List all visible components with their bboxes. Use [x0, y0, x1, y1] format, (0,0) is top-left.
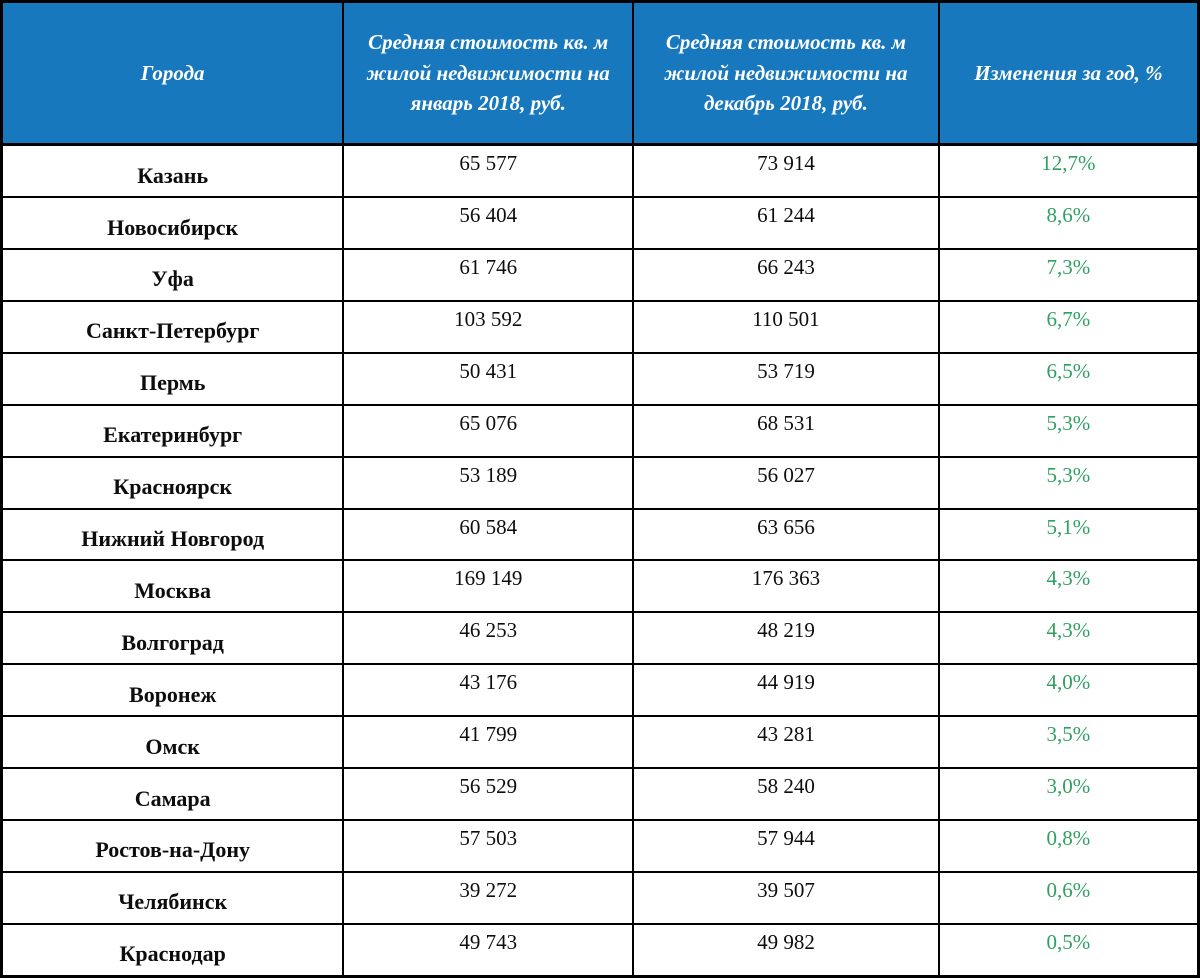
price-december: 39 507: [632, 870, 940, 925]
price-january: 39 272: [342, 870, 635, 925]
table-row: Самара 56 529 58 240 3,0%: [0, 767, 1200, 821]
change-percent: 5,3%: [937, 455, 1200, 510]
city-name: Самара: [0, 767, 345, 821]
change-percent: 3,5%: [937, 715, 1200, 770]
city-name: Казань: [0, 143, 345, 199]
header-row: Города Средняя стоимость кв. м жилой нед…: [0, 0, 1200, 146]
price-january: 56 529: [342, 767, 635, 821]
price-december: 43 281: [632, 715, 940, 770]
price-december: 58 240: [632, 767, 940, 821]
city-name: Ростов-на-Дону: [0, 818, 345, 873]
table-row: Уфа 61 746 66 243 7,3%: [0, 247, 1200, 302]
change-percent: 6,5%: [937, 351, 1200, 406]
change-percent: 0,6%: [937, 870, 1200, 925]
change-percent: 3,0%: [937, 767, 1200, 821]
price-january: 169 149: [342, 559, 635, 614]
city-name: Челябинск: [0, 870, 345, 925]
city-name: Краснодар: [0, 922, 345, 978]
price-december: 66 243: [632, 247, 940, 302]
price-january: 49 743: [342, 922, 635, 978]
price-december: 48 219: [632, 611, 940, 666]
price-january: 103 592: [342, 299, 635, 354]
table-body: Казань 65 577 73 914 12,7% Новосибирск 5…: [0, 143, 1200, 978]
price-january: 65 577: [342, 143, 635, 199]
price-january: 41 799: [342, 715, 635, 770]
city-name: Волгоград: [0, 611, 345, 666]
price-january: 46 253: [342, 611, 635, 666]
price-december: 57 944: [632, 818, 940, 873]
header-cell-jan-2018: Средняя стоимость кв. м жилой недвижимос…: [342, 0, 635, 146]
change-percent: 5,1%: [937, 507, 1200, 562]
price-december: 61 244: [632, 196, 940, 250]
price-december: 53 719: [632, 351, 940, 406]
change-percent: 4,3%: [937, 611, 1200, 666]
price-december: 176 363: [632, 559, 940, 614]
price-december: 68 531: [632, 403, 940, 458]
table-row: Екатеринбург 65 076 68 531 5,3%: [0, 403, 1200, 458]
change-percent: 7,3%: [937, 247, 1200, 302]
header-cell-cities: Города: [0, 0, 345, 146]
change-percent: 6,7%: [937, 299, 1200, 354]
table-row: Нижний Новгород 60 584 63 656 5,1%: [0, 507, 1200, 562]
change-percent: 4,3%: [937, 559, 1200, 614]
price-december: 56 027: [632, 455, 940, 510]
price-december: 63 656: [632, 507, 940, 562]
table-row: Воронеж 43 176 44 919 4,0%: [0, 663, 1200, 718]
change-percent: 0,5%: [937, 922, 1200, 978]
price-january: 43 176: [342, 663, 635, 718]
change-percent: 0,8%: [937, 818, 1200, 873]
change-percent: 8,6%: [937, 196, 1200, 250]
city-name: Санкт-Петербург: [0, 299, 345, 354]
table-header: Города Средняя стоимость кв. м жилой нед…: [0, 0, 1200, 146]
change-percent: 12,7%: [937, 143, 1200, 199]
header-cell-dec-2018: Средняя стоимость кв. м жилой недвижимос…: [632, 0, 940, 146]
city-name: Новосибирск: [0, 196, 345, 250]
change-percent: 5,3%: [937, 403, 1200, 458]
city-name: Уфа: [0, 247, 345, 302]
city-name: Екатеринбург: [0, 403, 345, 458]
price-december: 73 914: [632, 143, 940, 199]
table-row: Санкт-Петербург 103 592 110 501 6,7%: [0, 299, 1200, 354]
change-percent: 4,0%: [937, 663, 1200, 718]
table-row: Казань 65 577 73 914 12,7%: [0, 143, 1200, 199]
city-name: Красноярск: [0, 455, 345, 510]
table-row: Москва 169 149 176 363 4,3%: [0, 559, 1200, 614]
price-january: 53 189: [342, 455, 635, 510]
price-january: 61 746: [342, 247, 635, 302]
price-december: 44 919: [632, 663, 940, 718]
table-row: Краснодар 49 743 49 982 0,5%: [0, 922, 1200, 978]
price-january: 60 584: [342, 507, 635, 562]
table-row: Красноярск 53 189 56 027 5,3%: [0, 455, 1200, 510]
city-name: Москва: [0, 559, 345, 614]
price-december: 49 982: [632, 922, 940, 978]
table-row: Омск 41 799 43 281 3,5%: [0, 715, 1200, 770]
header-cell-change: Изменения за год, %: [937, 0, 1200, 146]
table-row: Волгоград 46 253 48 219 4,3%: [0, 611, 1200, 666]
price-january: 57 503: [342, 818, 635, 873]
table-row: Ростов-на-Дону 57 503 57 944 0,8%: [0, 818, 1200, 873]
table-row: Пермь 50 431 53 719 6,5%: [0, 351, 1200, 406]
city-name: Воронеж: [0, 663, 345, 718]
table-row: Новосибирск 56 404 61 244 8,6%: [0, 196, 1200, 250]
price-january: 65 076: [342, 403, 635, 458]
price-january: 56 404: [342, 196, 635, 250]
city-name: Омск: [0, 715, 345, 770]
table-row: Челябинск 39 272 39 507 0,6%: [0, 870, 1200, 925]
city-name: Нижний Новгород: [0, 507, 345, 562]
price-january: 50 431: [342, 351, 635, 406]
price-december: 110 501: [632, 299, 940, 354]
city-name: Пермь: [0, 351, 345, 406]
